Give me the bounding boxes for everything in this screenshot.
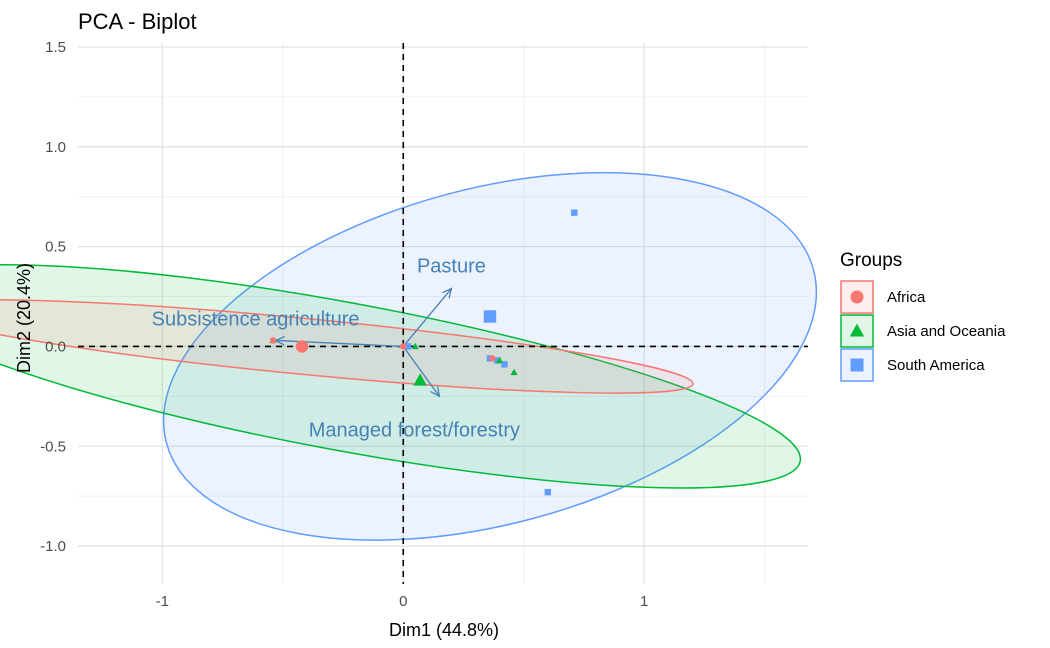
chart-title: PCA - Biplot bbox=[78, 9, 197, 34]
arrow-head bbox=[430, 386, 441, 398]
variable-label: Pasture bbox=[417, 256, 486, 278]
confidence-ellipses bbox=[0, 171, 818, 541]
variable-arrow bbox=[402, 346, 440, 397]
legend-key bbox=[840, 314, 874, 348]
legend-label: Asia and Oceania bbox=[887, 323, 1006, 340]
y-tick-labels: -1.0 -0.5 0.0 0.5 1.0 1.5 bbox=[40, 39, 66, 555]
group-centroid bbox=[483, 310, 497, 323]
legend-key-marker bbox=[849, 323, 865, 337]
y-tick-label: 0.0 bbox=[45, 338, 66, 355]
individual-points bbox=[269, 209, 578, 496]
y-tick-label: 0.5 bbox=[45, 239, 66, 256]
y-axis-title: Dim2 (20.4%) bbox=[14, 263, 34, 373]
arrow-head bbox=[442, 287, 453, 299]
variable-label: Subsistence agriculture bbox=[152, 308, 360, 330]
data-point bbox=[501, 361, 508, 368]
legend-label: South America bbox=[887, 357, 985, 374]
x-tick-label: 0 bbox=[399, 593, 407, 610]
y-tick-label: 1.5 bbox=[45, 39, 66, 56]
variable-arrow bbox=[402, 288, 452, 347]
y-tick-label: -1.0 bbox=[40, 538, 66, 555]
x-tick-label: 1 bbox=[640, 593, 648, 610]
data-point bbox=[571, 209, 578, 216]
variable-label: Managed forest/forestry bbox=[309, 419, 520, 441]
legend-key-marker bbox=[850, 290, 864, 304]
confidence-ellipse bbox=[0, 264, 802, 489]
data-point bbox=[544, 488, 552, 496]
variable-labels: Pasture Subsistence agriculture Managed fo… bbox=[152, 256, 520, 442]
legend-items: Africa Asia and Oceania South America bbox=[840, 280, 1006, 382]
x-tick-labels: -1 0 1 bbox=[156, 593, 649, 610]
reference-lines bbox=[78, 43, 808, 584]
data-point bbox=[411, 342, 419, 350]
variable-arrow bbox=[275, 339, 404, 348]
group-centroids bbox=[295, 310, 497, 386]
data-point bbox=[404, 343, 412, 350]
legend-label: Africa bbox=[887, 289, 926, 306]
legend-key-marker bbox=[850, 358, 864, 372]
legend: Groups Africa Asia and Oceania South Ameri… bbox=[840, 250, 1006, 382]
data-point bbox=[510, 368, 518, 376]
group-centroid bbox=[413, 373, 427, 386]
legend-title: Groups bbox=[840, 250, 902, 271]
grid-minor bbox=[78, 43, 808, 584]
data-point bbox=[489, 355, 496, 362]
x-axis-title: Dim1 (44.8%) bbox=[389, 620, 499, 640]
data-point bbox=[400, 343, 407, 350]
y-tick-label: 1.0 bbox=[45, 139, 66, 156]
x-tick-label: -1 bbox=[156, 593, 169, 610]
data-point bbox=[269, 337, 277, 344]
data-point bbox=[496, 356, 504, 364]
group-centroid bbox=[295, 340, 309, 353]
data-point bbox=[494, 357, 501, 364]
y-tick-label: -0.5 bbox=[40, 438, 66, 455]
